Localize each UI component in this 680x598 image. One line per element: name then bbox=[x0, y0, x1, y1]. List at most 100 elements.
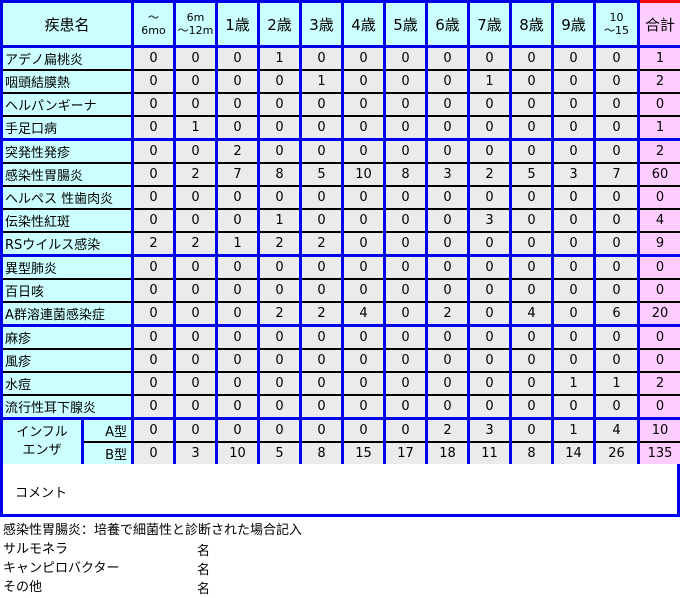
cell-value: 2 bbox=[173, 231, 219, 257]
cell-value: 6 bbox=[593, 301, 641, 327]
cell-value: 0 bbox=[509, 348, 555, 373]
cell-value: 3 bbox=[467, 208, 513, 233]
cell-value: 17 bbox=[383, 441, 429, 467]
cell-value: 0 bbox=[425, 138, 471, 164]
cell-value: 15 bbox=[341, 441, 387, 467]
cell-value: 2 bbox=[173, 162, 219, 187]
table-row: 突発性発疹 0 0 2 0 0 0 0 0 0 0 0 0 2 bbox=[0, 138, 680, 164]
cell-value: 0 bbox=[173, 208, 219, 233]
disease-table: 疾患名〜 6mo 6m 〜12m 1歳 2歳 3歳 4歳 5歳 6歳 7歳 8歳 9歳 10 〜15 合計 ア… bbox=[0, 0, 680, 491]
cell-value: 8 bbox=[257, 162, 303, 187]
table-row: 異型肺炎 0 0 0 0 0 0 0 0 0 0 0 0 0 bbox=[0, 254, 680, 280]
row-name: 伝染性紅斑 bbox=[0, 208, 135, 233]
cell-value: 0 bbox=[509, 417, 555, 443]
row-total: 2 bbox=[637, 138, 680, 164]
header-age-11: 10 〜15 bbox=[593, 0, 641, 48]
cell-value: 0 bbox=[299, 417, 345, 443]
row-name: 水痘 bbox=[0, 371, 135, 396]
cell-value: 0 bbox=[593, 138, 641, 164]
cell-value: 3 bbox=[551, 162, 597, 187]
row-total: 20 bbox=[637, 301, 680, 327]
cell-value: 0 bbox=[257, 185, 303, 210]
cell-value: 0 bbox=[467, 45, 513, 71]
cell-value: 2 bbox=[131, 231, 177, 257]
cell-value: 2 bbox=[299, 231, 345, 257]
cell-value: 0 bbox=[593, 231, 641, 257]
cell-value: 0 bbox=[299, 394, 345, 420]
cell-value: 0 bbox=[257, 115, 303, 141]
cell-value: 0 bbox=[425, 254, 471, 280]
cell-value: 0 bbox=[257, 394, 303, 420]
cell-value: 0 bbox=[257, 138, 303, 164]
footer-item-label: キャンピロバクター bbox=[3, 561, 120, 576]
footer-item-label: その他 bbox=[3, 580, 43, 595]
cell-value: 0 bbox=[467, 278, 513, 303]
cell-value: 0 bbox=[215, 208, 261, 233]
row-total: 9 bbox=[637, 231, 680, 257]
cell-value: 0 bbox=[509, 45, 555, 71]
cell-value: 0 bbox=[509, 92, 555, 117]
cell-value: 8 bbox=[383, 162, 429, 187]
cell-value: 0 bbox=[383, 254, 429, 280]
cell-value: 0 bbox=[131, 441, 177, 467]
cell-value: 0 bbox=[257, 69, 303, 94]
cell-value: 0 bbox=[425, 348, 471, 373]
row-type: B型 bbox=[80, 441, 135, 467]
table-row: RSウイルス感染 2 2 1 2 2 0 0 0 0 0 0 0 9 bbox=[0, 231, 680, 257]
cell-value: 4 bbox=[593, 417, 641, 443]
cell-value: 0 bbox=[467, 115, 513, 141]
cell-value: 0 bbox=[173, 394, 219, 420]
cell-value: 0 bbox=[467, 324, 513, 350]
row-total: 1 bbox=[637, 45, 680, 71]
cell-value: 0 bbox=[131, 185, 177, 210]
cell-value: 11 bbox=[467, 441, 513, 467]
cell-value: 0 bbox=[383, 115, 429, 141]
cell-value: 2 bbox=[257, 231, 303, 257]
cell-value: 2 bbox=[215, 138, 261, 164]
cell-value: 0 bbox=[509, 254, 555, 280]
cell-value: 0 bbox=[593, 69, 641, 94]
table-row: インフル エンザ A型 0 0 0 0 0 0 0 2 3 0 1 4 10 bbox=[0, 417, 680, 467]
cell-value: 0 bbox=[173, 417, 219, 443]
cell-value: 0 bbox=[425, 185, 471, 210]
row-name: RSウイルス感染 bbox=[0, 231, 135, 257]
cell-value: 0 bbox=[383, 278, 429, 303]
cell-value: 1 bbox=[551, 371, 597, 396]
cell-value: 0 bbox=[509, 394, 555, 420]
cell-value: 0 bbox=[215, 45, 261, 71]
cell-value: 26 bbox=[593, 441, 641, 467]
footer-item-unit: 名 bbox=[197, 544, 211, 559]
cell-value: 0 bbox=[131, 301, 177, 327]
header-disease-name: 疾患名 bbox=[0, 0, 135, 48]
cell-value: 0 bbox=[425, 208, 471, 233]
cell-value: 0 bbox=[551, 301, 597, 327]
cell-value: 0 bbox=[131, 394, 177, 420]
row-name: 手足口病 bbox=[0, 115, 135, 141]
table-row: 咽頭結膜熱 0 0 0 0 1 0 0 0 1 0 0 0 2 bbox=[0, 69, 680, 94]
header-age-8: 7歳 bbox=[467, 0, 513, 48]
cell-value: 0 bbox=[383, 231, 429, 257]
comment-box[interactable]: コメント bbox=[0, 464, 680, 517]
cell-value: 0 bbox=[131, 254, 177, 280]
cell-value: 2 bbox=[467, 162, 513, 187]
cell-value: 0 bbox=[383, 417, 429, 443]
cell-value: 0 bbox=[299, 324, 345, 350]
cell-value: 0 bbox=[257, 371, 303, 396]
cell-value: 0 bbox=[383, 324, 429, 350]
cell-value: 0 bbox=[299, 138, 345, 164]
cell-value: 0 bbox=[173, 278, 219, 303]
cell-value: 0 bbox=[131, 115, 177, 141]
cell-value: 0 bbox=[215, 69, 261, 94]
cell-value: 1 bbox=[173, 115, 219, 141]
header-age-2: 1歳 bbox=[215, 0, 261, 48]
cell-value: 0 bbox=[131, 208, 177, 233]
cell-value: 1 bbox=[257, 45, 303, 71]
table-row: A群溶連菌感染症 0 0 0 2 2 4 0 2 0 4 0 6 20 bbox=[0, 301, 680, 327]
row-total: 0 bbox=[637, 348, 680, 373]
cell-value: 0 bbox=[215, 324, 261, 350]
row-total: 2 bbox=[637, 69, 680, 94]
cell-value: 3 bbox=[467, 417, 513, 443]
cell-value: 0 bbox=[341, 371, 387, 396]
cell-value: 0 bbox=[215, 254, 261, 280]
cell-value: 0 bbox=[131, 348, 177, 373]
